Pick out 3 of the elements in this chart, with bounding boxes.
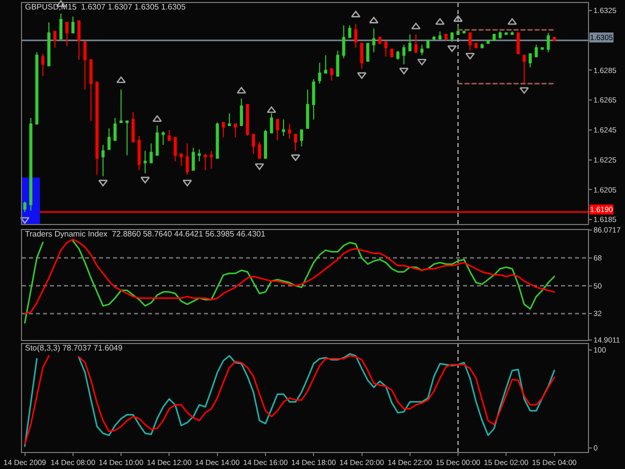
chart-title: GBPUSD,M15 1.6307 1.6307 1.6305 1.6305 xyxy=(25,2,186,12)
chart-title: Traders Dynamic Index 72.8860 58.7640 44.6421 56.3985 46.4301 xyxy=(25,230,266,239)
chart-title: Sto(8,3,3) 78.7037 71.6049 xyxy=(25,344,123,353)
